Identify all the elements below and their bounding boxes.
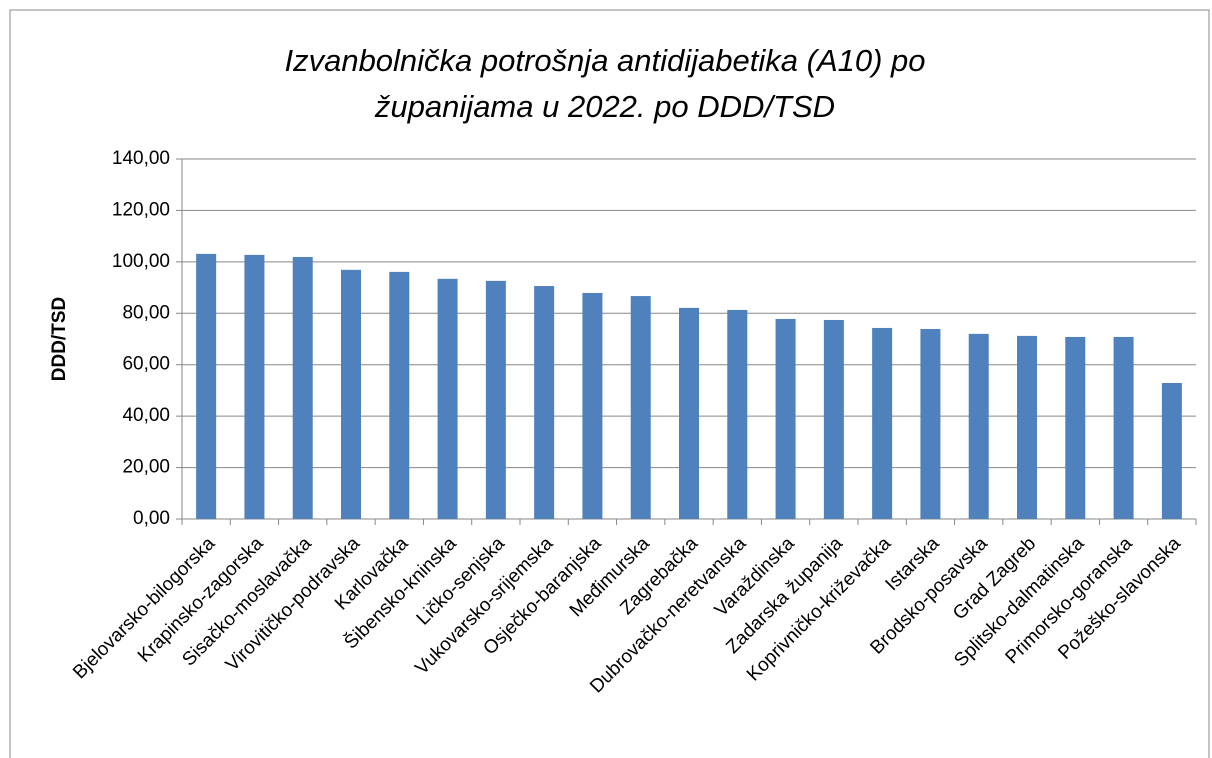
y-tick-label: 80,00	[122, 302, 170, 323]
bar	[727, 309, 748, 519]
bar	[437, 278, 458, 519]
bar	[485, 280, 506, 519]
bar	[1161, 382, 1182, 519]
bar	[1065, 336, 1086, 519]
y-tick-label: 140,00	[112, 148, 170, 169]
bar	[1113, 336, 1134, 519]
bar	[292, 256, 313, 519]
bar	[823, 319, 844, 519]
bar	[196, 253, 217, 519]
bar	[968, 333, 989, 519]
bar	[534, 286, 555, 519]
bar	[341, 269, 361, 519]
chart-frame	[9, 9, 1210, 758]
y-tick-label: 0,00	[133, 508, 170, 529]
bar	[872, 327, 893, 519]
chart-title: Izvanbolnička potrošnja antidijabetika (…	[284, 43, 926, 124]
y-tick-label: 120,00	[112, 199, 170, 220]
bar	[920, 328, 941, 519]
bar	[679, 307, 699, 519]
y-tick-label: 20,00	[122, 457, 170, 478]
y-tick-label: 100,00	[112, 251, 170, 272]
y-axis-label: DDD/TSD	[49, 297, 70, 381]
bar	[1017, 335, 1037, 519]
y-tick-label: 60,00	[122, 354, 170, 375]
bar	[775, 318, 796, 519]
y-tick-label: 40,00	[122, 405, 170, 426]
bar	[630, 296, 651, 519]
bar	[244, 254, 265, 519]
bar	[389, 271, 410, 519]
bar	[582, 292, 603, 519]
